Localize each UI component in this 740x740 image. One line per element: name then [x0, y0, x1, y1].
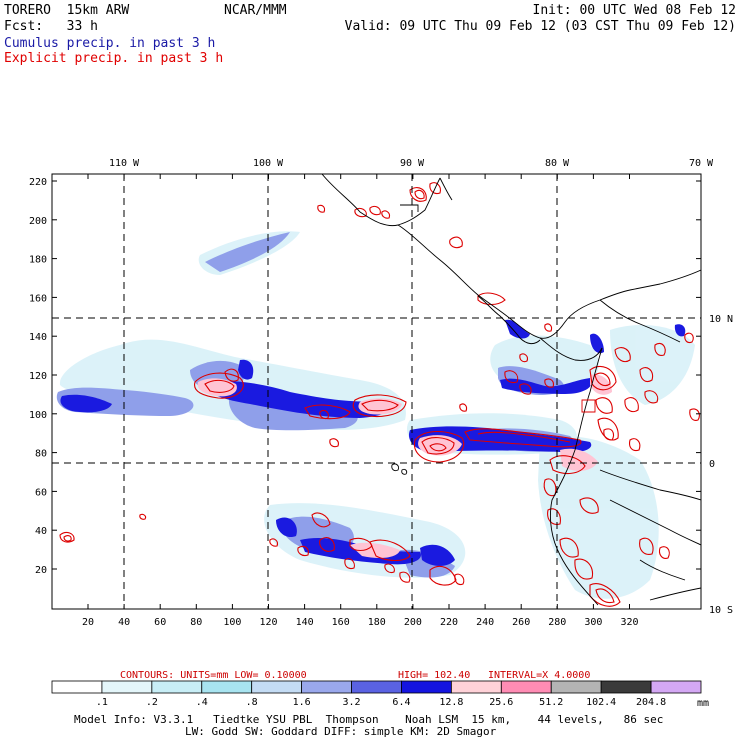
- x-tick-label: 320: [620, 617, 638, 628]
- colorbar: .1 .2 .4 .8 1.6 3.2 6.4 12.8 25.6 51.2 102.4 204.8: [51, 680, 702, 708]
- colorbar-label: 6.4: [392, 697, 410, 708]
- colorbar-swatch: [51, 680, 103, 694]
- x-tick-label: 200: [404, 617, 422, 628]
- latitude-label: 0: [709, 459, 715, 470]
- colorbar-swatch: [151, 680, 203, 694]
- x-tick-label: 160: [332, 617, 350, 628]
- colorbar-swatch: [650, 680, 702, 694]
- colorbar-swatch: [301, 680, 352, 694]
- x-tick-label: 40: [118, 617, 130, 628]
- longitude-label: 110 W: [109, 158, 140, 169]
- x-tick-label: 140: [296, 617, 314, 628]
- latitude-label: 10 N: [709, 314, 733, 325]
- x-tick-label: 240: [476, 617, 494, 628]
- longitude-labels: 110 W 100 W 90 W 80 W 70 W: [109, 158, 714, 169]
- y-tick-label: 160: [29, 293, 47, 304]
- colorbar-label: 204.8: [636, 697, 666, 708]
- colorbar-label: 25.6: [489, 697, 513, 708]
- colorbar-label: 1.6: [293, 697, 311, 708]
- y-tick-label: 20: [35, 565, 47, 576]
- longitude-label: 70 W: [689, 158, 714, 169]
- colorbar-swatch: [550, 680, 602, 694]
- longitude-label: 100 W: [253, 158, 284, 169]
- colorbar-label: 12.8: [439, 697, 463, 708]
- x-tick-label: 120: [259, 617, 277, 628]
- cumulus-precip-label: Cumulus precip. in past 3 h: [4, 36, 216, 51]
- colorbar-swatch: [401, 680, 452, 694]
- x-tick-label: 100: [223, 617, 241, 628]
- y-tick-label: 40: [35, 526, 47, 537]
- colorbar-swatch: [201, 680, 253, 694]
- model-title: TORERO 15km ARW: [4, 3, 130, 18]
- colorbar-label: .4: [196, 697, 208, 708]
- colorbar-swatch: [101, 680, 153, 694]
- y-tick-label: 180: [29, 255, 47, 266]
- x-tick-label: 260: [512, 617, 530, 628]
- forecast-hour: Fcst: 33 h: [4, 19, 98, 34]
- x-tick-label: 80: [190, 617, 202, 628]
- y-tick-label: 140: [29, 332, 47, 343]
- colorbar-swatch: [600, 680, 652, 694]
- x-tick-label: 60: [154, 617, 166, 628]
- model-info: Model Info: V3.3.1 Tiedtke YSU PBL Thomp…: [74, 713, 664, 726]
- colorbar-label: 51.2: [539, 697, 563, 708]
- latitude-label: 10 S: [709, 605, 733, 616]
- x-tick-label: 300: [584, 617, 602, 628]
- contour-interval: INTERVAL=X 4.0000: [488, 670, 590, 681]
- y-tick-label: 120: [29, 371, 47, 382]
- valid-time: Valid: 09 UTC Thu 09 Feb 12 (03 CST Thu …: [344, 19, 736, 34]
- physics-info: LW: Godd SW: Goddard DIFF: simple KM: 2D…: [185, 725, 497, 738]
- y-tick-label: 60: [35, 487, 47, 498]
- colorbar-swatch: [500, 680, 552, 694]
- x-tick-label: 20: [82, 617, 94, 628]
- colorbar-swatch: [450, 680, 502, 694]
- longitude-label: 90 W: [400, 158, 425, 169]
- longitude-label: 80 W: [545, 158, 570, 169]
- colorbar-label: .1: [96, 697, 108, 708]
- x-tick-label: 180: [368, 617, 386, 628]
- colorbar-swatch: [251, 680, 303, 694]
- latitude-labels: 10 N 0 10 S: [709, 314, 733, 616]
- init-time: Init: 00 UTC Wed 08 Feb 12: [532, 3, 737, 18]
- x-axis: 20 40 60 80 100 120 140 160 180 200 220 240 260 280 30…: [82, 174, 639, 628]
- x-tick-label: 280: [548, 617, 566, 628]
- contour-units: CONTOURS: UNITS=mm LOW= 0.10000: [120, 670, 307, 681]
- y-tick-label: 100: [29, 410, 47, 421]
- colorbar-label: 102.4: [586, 697, 616, 708]
- explicit-precip-label: Explicit precip. in past 3 h: [4, 51, 224, 66]
- y-tick-label: 200: [29, 216, 47, 227]
- colorbar-units: mm: [697, 698, 709, 709]
- graticule: [52, 174, 701, 609]
- y-tick-label: 80: [35, 449, 47, 460]
- x-tick-label: 220: [440, 617, 458, 628]
- colorbar-label: .2: [146, 697, 158, 708]
- coastlines: [321, 174, 701, 606]
- y-tick-label: 220: [29, 177, 47, 188]
- y-axis: 220 200 180 160 140 120 100 80 60 40 20: [29, 177, 701, 576]
- contour-high: HIGH= 102.40: [398, 670, 470, 681]
- organization-label: NCAR/MMM: [224, 3, 287, 18]
- colorbar-label: .8: [246, 697, 258, 708]
- colorbar-swatch: [351, 680, 402, 694]
- colorbar-label: 3.2: [343, 697, 361, 708]
